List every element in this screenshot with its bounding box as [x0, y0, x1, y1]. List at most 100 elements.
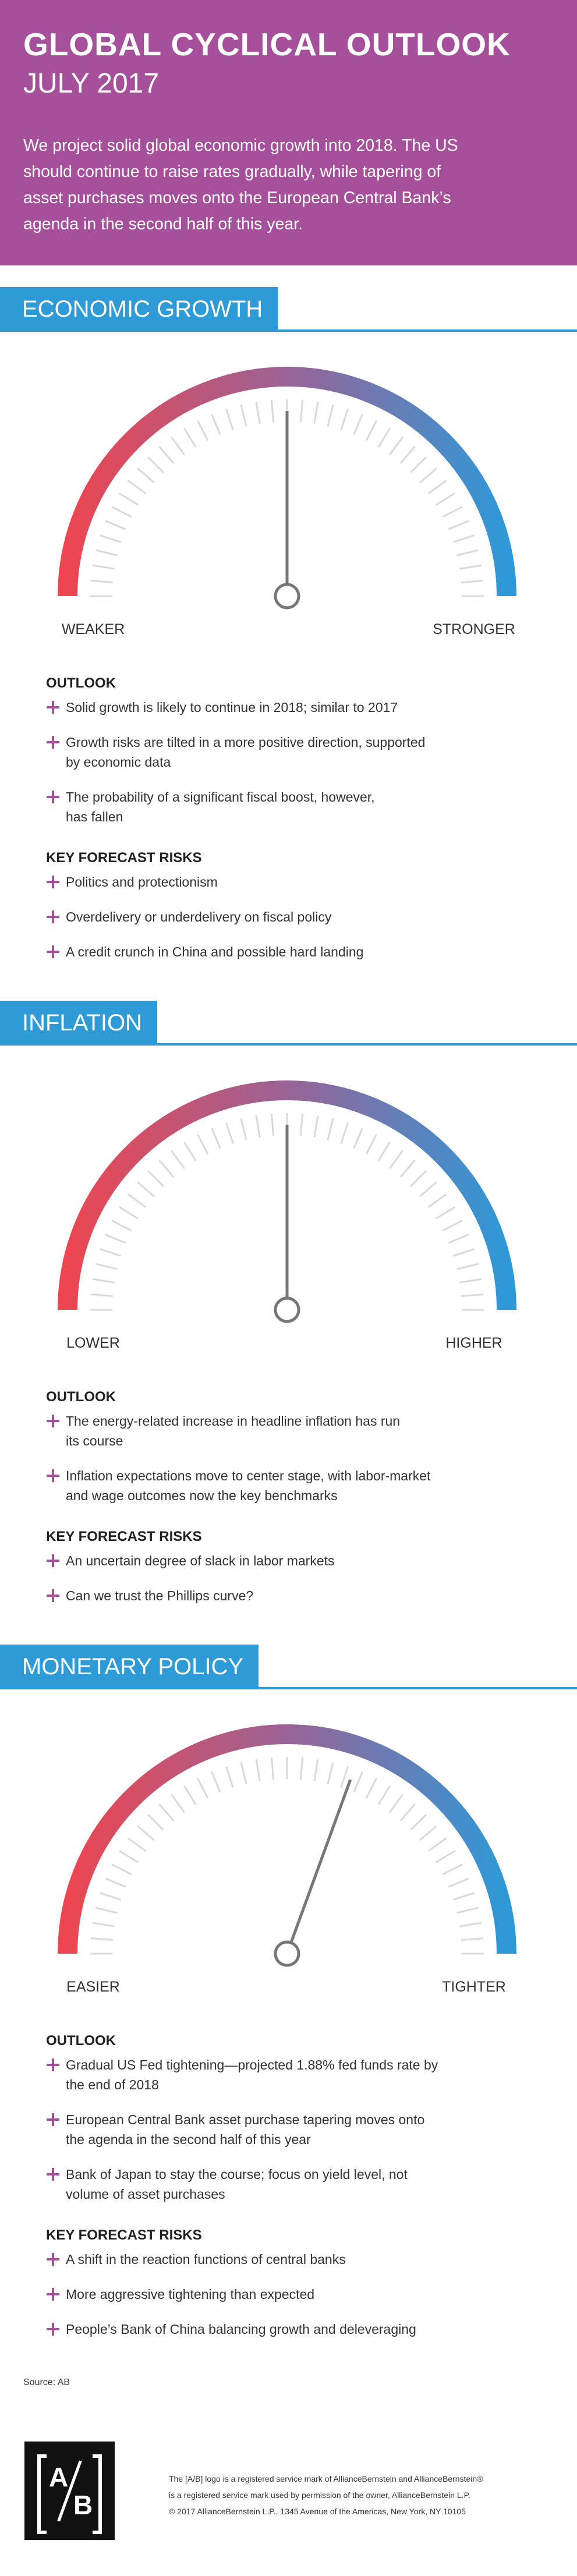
list-heading: KEY FORECAST RISKS — [46, 850, 202, 866]
notice-line: is a registered service mark used by per… — [169, 2490, 470, 2500]
gauge-right-label: STRONGER — [433, 621, 515, 637]
list-item: its course — [66, 1433, 123, 1448]
gauge-tick — [448, 1877, 469, 1888]
gauge-tick — [158, 1160, 175, 1178]
list-item: Politics and protectionism — [66, 874, 218, 890]
gauge-tick — [442, 1863, 463, 1876]
bullet — [47, 736, 59, 749]
bullet — [47, 2058, 59, 2071]
gauge-tick — [119, 492, 139, 506]
gauge-tick — [197, 420, 209, 441]
gauge-tick — [111, 1863, 132, 1876]
gauge-tick — [427, 1193, 447, 1208]
list-item: A credit crunch in China and possible ha… — [66, 944, 364, 959]
gauge-hub — [274, 1296, 300, 1323]
source: Source: AB — [23, 2377, 70, 2387]
logo-letter: B — [73, 2490, 93, 2520]
gauge-tick — [183, 428, 197, 448]
bullet — [47, 791, 59, 803]
gauge-tick — [389, 1794, 403, 1813]
list-item: European Central Bank asset purchase tap… — [66, 2112, 425, 2127]
bracket — [93, 2454, 102, 2534]
gauge-tick — [119, 1206, 139, 1220]
list-heading: OUTLOOK — [46, 1389, 116, 1405]
gauge-tick — [340, 1766, 349, 1788]
gauge-tick — [327, 1762, 334, 1784]
section-title: INFLATION — [0, 1001, 157, 1046]
gauge-right-label: TIGHTER — [442, 1979, 506, 1995]
gauge-tick — [92, 1922, 115, 1927]
list-item: the agenda in the second half of this ye… — [66, 2132, 311, 2147]
gauge-right-label: HIGHER — [445, 1335, 502, 1351]
intro: We project solid global economic growth … — [23, 133, 458, 238]
title: GLOBAL CYCLICAL OUTLOOK — [23, 26, 511, 62]
list-item: has fallen — [66, 809, 123, 824]
gauge-arc — [58, 367, 516, 597]
gauge-tick — [399, 1160, 416, 1178]
gauge-tick — [197, 1778, 209, 1799]
gauge-tick — [95, 549, 118, 557]
gauge-tick — [240, 1762, 247, 1784]
list-item: volume of asset purchases — [66, 2187, 225, 2202]
list-item: More aggressive tightening than expected — [66, 2287, 315, 2302]
gauge-tick — [456, 1907, 479, 1914]
gauge-tick — [95, 1907, 118, 1914]
gauge-tick — [158, 446, 175, 464]
gauge-tick — [147, 456, 164, 473]
gauge-tick — [137, 1181, 155, 1197]
logo-letter: A — [49, 2462, 69, 2492]
gauge-tick — [100, 534, 122, 543]
gauge-tick — [255, 1115, 261, 1138]
gauge-tick — [340, 1122, 349, 1145]
gauge-tick — [147, 1170, 164, 1187]
gauge-tick — [436, 1206, 455, 1220]
gauge-tick — [197, 1134, 209, 1155]
bullet — [47, 2168, 59, 2181]
gauge-tick — [100, 1248, 122, 1257]
gauge-tick — [377, 428, 391, 448]
list-item: An uncertain degree of slack in labor ma… — [66, 1553, 335, 1568]
gauge-tick — [270, 1113, 274, 1136]
gauge-tick — [410, 1813, 427, 1831]
list-item: Bank of Japan to stay the course; focus … — [66, 2167, 408, 2182]
gauge-tick — [456, 1263, 479, 1270]
list-item: Overdelivery or underdelivery on fiscal … — [66, 909, 332, 924]
gauge-tick — [389, 1150, 403, 1170]
bullet — [47, 876, 59, 888]
gauge-tick — [427, 1837, 447, 1852]
gauge-tick — [92, 564, 115, 570]
gauge-tick — [442, 506, 463, 518]
gauge-tick — [448, 520, 469, 530]
gauge-hub — [274, 1940, 300, 1967]
gauge-tick — [313, 401, 319, 424]
list-item: Solid growth is likely to continue in 20… — [66, 700, 398, 715]
gauge-tick — [127, 1193, 147, 1208]
gauge-tick — [225, 1766, 234, 1788]
gauge-tick — [225, 1122, 234, 1145]
gauge-tick — [313, 1759, 319, 1781]
gauge-tick — [365, 1778, 377, 1799]
notice: The [A/B] logo is a registered service m… — [169, 2471, 483, 2520]
gauge-tick — [240, 1118, 247, 1140]
section-title: ECONOMIC GROWTH — [0, 287, 278, 332]
logo: A B — [24, 2442, 115, 2540]
gauge-tick — [461, 1937, 484, 1941]
notice-line: © 2017 AllianceBernstein L.P., 1345 Aven… — [169, 2507, 466, 2516]
section-rule — [0, 329, 577, 332]
list-item: by economic data — [66, 754, 171, 770]
list-item: The probability of a significant fiscal … — [66, 789, 375, 805]
gauge-tick — [300, 1757, 304, 1780]
gauge-needle — [290, 1779, 352, 1943]
bullet — [47, 701, 59, 714]
list-item: People’s Bank of China balancing growth … — [66, 2322, 416, 2337]
gauge-tick — [183, 1142, 197, 1161]
gauge-tick — [300, 1113, 304, 1136]
gauge-tick — [377, 1785, 391, 1805]
gauge-tick — [270, 399, 274, 423]
list-item: The energy-related increase in headline … — [66, 1413, 401, 1429]
gauge-tick — [452, 1248, 475, 1257]
gauge-arc — [58, 1724, 516, 1954]
intro-line: asset purchases moves onto the European … — [23, 189, 451, 207]
